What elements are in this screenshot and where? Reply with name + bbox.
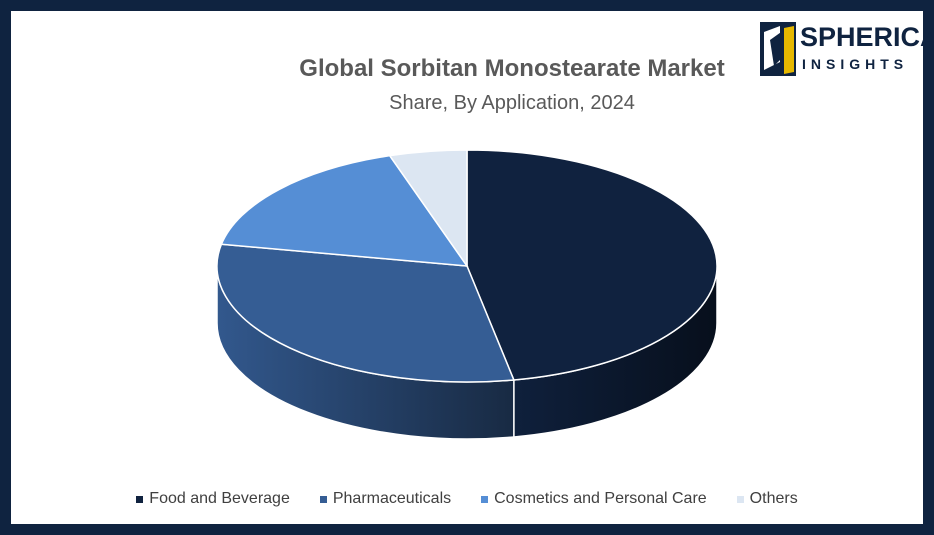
legend-label: Food and Beverage [149, 490, 290, 507]
chart-title: Global Sorbitan Monostearate Market [299, 55, 725, 82]
pie-slice-others [388, 149, 468, 269]
pie-slice-cosmetics-and-personal-care [220, 154, 469, 267]
pie-slice-food-and-beverage [466, 149, 718, 381]
legend-swatch [319, 495, 327, 503]
legend-item: Others [736, 490, 798, 508]
legend-swatch [736, 495, 744, 503]
logo-mark-icon [760, 22, 796, 76]
legend-swatch [136, 495, 144, 503]
logo-text-line1: SPHERICAL [800, 22, 934, 52]
chart-subtitle: Share, By Application, 2024 [389, 92, 635, 114]
legend-swatch [481, 495, 489, 503]
legend-item: Cosmetics and Personal Care [481, 490, 707, 508]
spherical-insights-logo: SPHERICAL INSIGHTS [760, 22, 934, 78]
logo-text-line2: INSIGHTS [802, 56, 909, 72]
legend-label: Others [749, 490, 798, 507]
pie-slice-pharmaceuticals [216, 243, 515, 383]
chart-legend: Food and Beverage Pharmaceuticals Cosmetic… [0, 490, 934, 508]
legend-item: Food and Beverage [136, 490, 290, 508]
legend-label: Pharmaceuticals [332, 490, 452, 507]
legend-item: Pharmaceuticals [319, 490, 452, 508]
legend-label: Cosmetics and Personal Care [494, 490, 707, 507]
